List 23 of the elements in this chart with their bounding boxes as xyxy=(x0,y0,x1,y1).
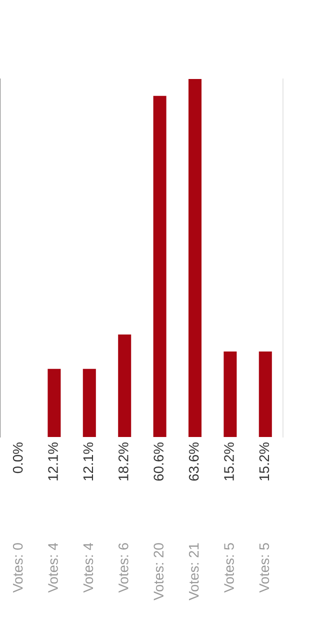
x-tick-label: Votes: 5 xyxy=(224,543,234,593)
bar xyxy=(48,368,61,437)
data-label: 63.6% xyxy=(188,442,199,481)
bar xyxy=(118,334,132,437)
x-tick-label: Votes: 0 xyxy=(12,543,23,593)
data-label: 12.1% xyxy=(83,442,94,480)
x-tick-label: Votes: 4 xyxy=(48,542,58,593)
x-tick-label: Votes: 20 xyxy=(154,543,164,600)
bar xyxy=(258,351,272,437)
x-tick-label: Votes: 6 xyxy=(118,543,128,593)
data-label: 0.0% xyxy=(12,442,23,474)
x-tick-label: Votes: 21 xyxy=(188,543,199,600)
bar xyxy=(82,368,96,437)
bar xyxy=(224,351,237,437)
data-label: 60.6% xyxy=(154,442,164,481)
x-tick-label: Votes: 5 xyxy=(259,543,270,593)
data-label: 15.2% xyxy=(259,442,270,480)
data-label: 18.2% xyxy=(118,442,128,480)
bar xyxy=(153,96,166,437)
bar xyxy=(188,79,202,437)
data-label: 12.1% xyxy=(48,442,58,480)
x-tick-label: Votes: 4 xyxy=(83,542,94,593)
data-label: 15.2% xyxy=(224,442,234,480)
